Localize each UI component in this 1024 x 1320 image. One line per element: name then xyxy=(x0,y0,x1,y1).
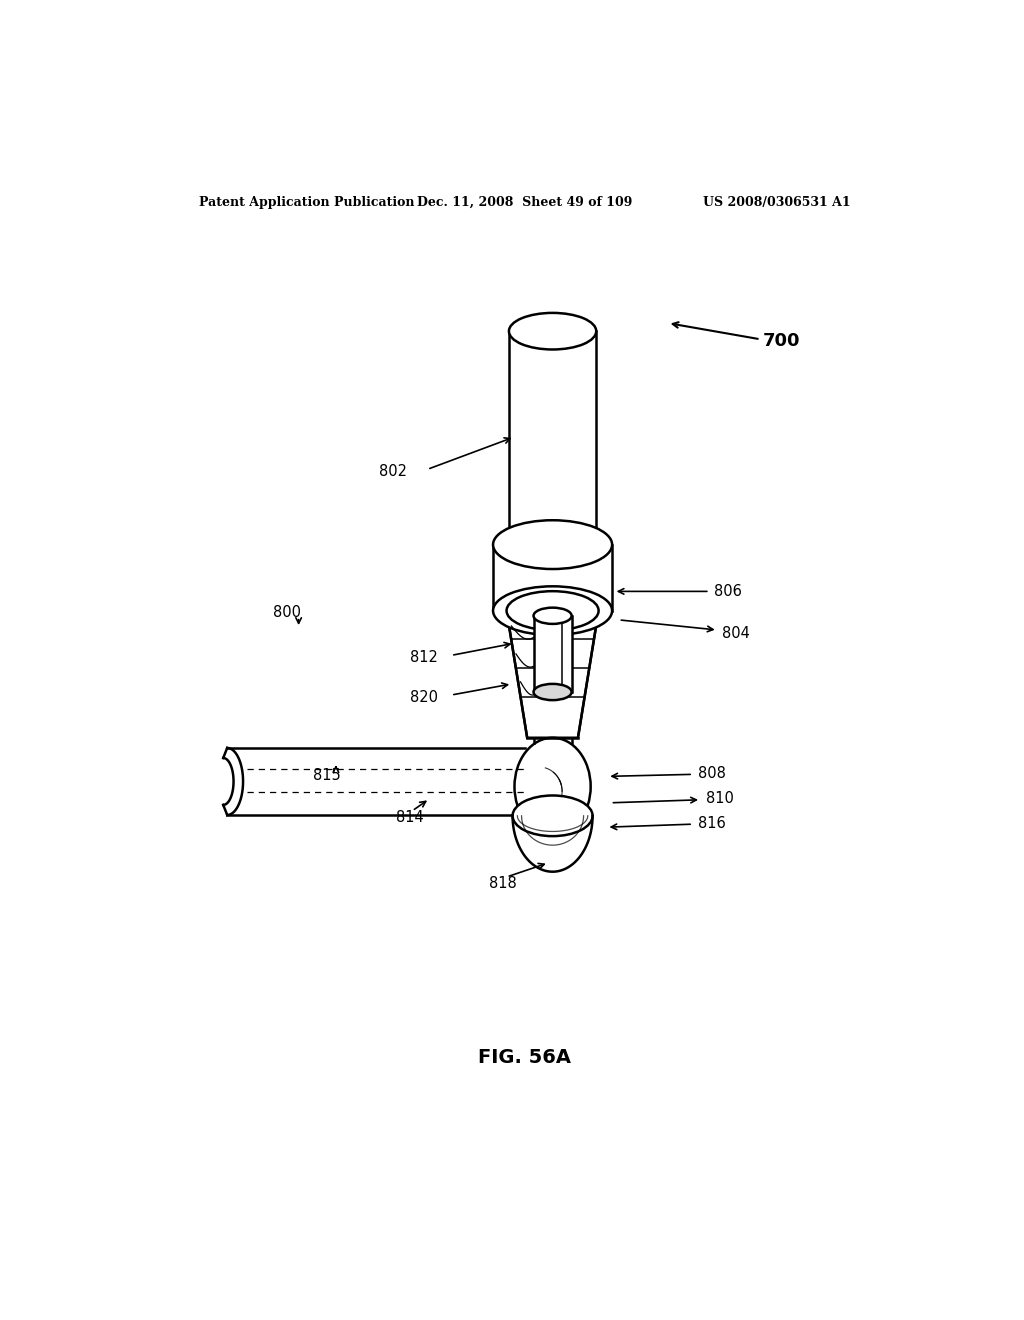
Ellipse shape xyxy=(509,527,596,562)
Text: 800: 800 xyxy=(273,606,301,620)
Text: Dec. 11, 2008  Sheet 49 of 109: Dec. 11, 2008 Sheet 49 of 109 xyxy=(417,195,633,209)
Bar xyxy=(509,331,596,545)
Text: 815: 815 xyxy=(313,768,341,783)
Text: US 2008/0306531 A1: US 2008/0306531 A1 xyxy=(702,195,850,209)
Bar xyxy=(534,615,571,692)
Ellipse shape xyxy=(509,313,596,350)
Circle shape xyxy=(514,738,591,836)
Polygon shape xyxy=(513,816,593,871)
Text: 818: 818 xyxy=(489,875,517,891)
Text: 816: 816 xyxy=(697,816,726,830)
Text: 810: 810 xyxy=(706,791,733,807)
Text: 812: 812 xyxy=(410,649,437,665)
Text: 802: 802 xyxy=(379,463,408,479)
Text: 808: 808 xyxy=(697,766,726,781)
Polygon shape xyxy=(507,611,599,738)
Text: 814: 814 xyxy=(396,809,424,825)
Text: 700: 700 xyxy=(763,333,801,350)
Text: 806: 806 xyxy=(714,583,741,599)
Ellipse shape xyxy=(534,607,571,624)
Text: Patent Application Publication: Patent Application Publication xyxy=(200,195,415,209)
Text: 804: 804 xyxy=(722,626,750,640)
Ellipse shape xyxy=(513,796,593,836)
Ellipse shape xyxy=(494,520,612,569)
Ellipse shape xyxy=(507,591,599,630)
Text: 820: 820 xyxy=(410,689,437,705)
Bar xyxy=(494,545,612,611)
Ellipse shape xyxy=(494,586,612,635)
Ellipse shape xyxy=(534,684,571,700)
Text: FIG. 56A: FIG. 56A xyxy=(478,1048,571,1068)
